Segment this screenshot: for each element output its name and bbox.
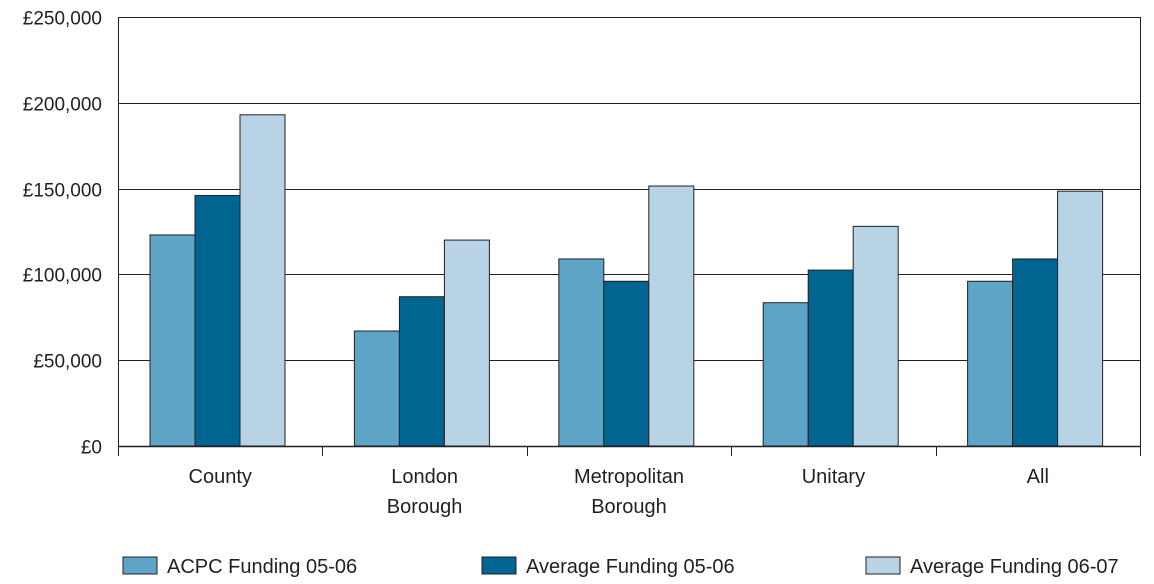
- bar: [648, 185, 695, 447]
- y-tick-label: £200,000: [23, 95, 102, 116]
- bar: [239, 114, 286, 447]
- bar: [443, 239, 490, 447]
- bars: [149, 114, 1104, 447]
- y-tick-label: £150,000: [23, 181, 102, 202]
- y-tick-label: £250,000: [23, 9, 102, 30]
- bar: [194, 194, 241, 447]
- legend-item: Average Funding 05-06: [481, 556, 735, 578]
- bar: [149, 234, 196, 447]
- legend-item: Average Funding 06-07: [865, 556, 1119, 578]
- bar: [1012, 258, 1059, 447]
- x-tick-label: Metropolitan: [574, 466, 684, 488]
- x-tick-label: All: [1027, 466, 1049, 488]
- legend-label: ACPC Funding 05-06: [167, 556, 357, 578]
- bar: [852, 225, 899, 447]
- legend: ACPC Funding 05-06 Average Funding 05-06 A…: [122, 556, 1119, 578]
- axes: £0 £50,000 £100,000 £150,000 £200,000 £250,00…: [23, 9, 1141, 518]
- y-tick-label: £100,000: [23, 266, 102, 287]
- bar: [762, 302, 809, 447]
- x-tick-label: Borough: [387, 496, 463, 518]
- bar: [967, 280, 1014, 447]
- y-tick-label: £50,000: [33, 352, 102, 373]
- x-tick-label: County: [189, 466, 252, 488]
- x-tick-label: Unitary: [802, 466, 865, 488]
- legend-swatch: [122, 556, 158, 575]
- legend-swatch: [481, 556, 517, 575]
- y-tick-label: £0: [81, 438, 102, 459]
- bar: [353, 330, 400, 447]
- x-tick-label: Borough: [591, 496, 667, 518]
- legend-label: Average Funding 06-07: [910, 556, 1119, 578]
- legend-label: Average Funding 05-06: [526, 556, 735, 578]
- bar: [558, 258, 605, 447]
- bar: [807, 269, 854, 447]
- bar: [603, 280, 650, 447]
- x-tick-label: London: [391, 466, 458, 488]
- bar: [398, 296, 445, 447]
- legend-item: ACPC Funding 05-06: [122, 556, 357, 578]
- bar: [1057, 190, 1104, 447]
- legend-swatch: [865, 556, 901, 575]
